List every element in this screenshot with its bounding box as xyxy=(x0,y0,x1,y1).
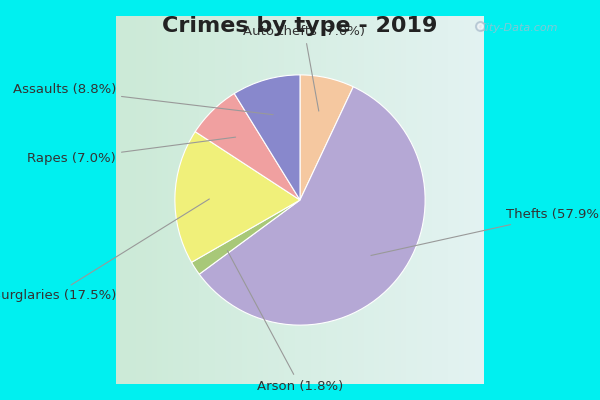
Wedge shape xyxy=(300,75,353,200)
Wedge shape xyxy=(191,200,300,274)
Text: Burglaries (17.5%): Burglaries (17.5%) xyxy=(0,199,209,302)
Text: Thefts (57.9%): Thefts (57.9%) xyxy=(371,208,600,256)
Text: Assaults (8.8%): Assaults (8.8%) xyxy=(13,83,273,115)
Wedge shape xyxy=(234,75,300,200)
Wedge shape xyxy=(175,132,300,262)
Wedge shape xyxy=(195,94,300,200)
Text: Crimes by type - 2019: Crimes by type - 2019 xyxy=(163,16,437,36)
Text: Arson (1.8%): Arson (1.8%) xyxy=(227,251,343,392)
Wedge shape xyxy=(199,87,425,325)
Text: Auto thefts (7.0%): Auto thefts (7.0%) xyxy=(244,25,365,111)
Text: Rapes (7.0%): Rapes (7.0%) xyxy=(27,137,236,165)
Text: City-Data.com: City-Data.com xyxy=(478,23,557,33)
